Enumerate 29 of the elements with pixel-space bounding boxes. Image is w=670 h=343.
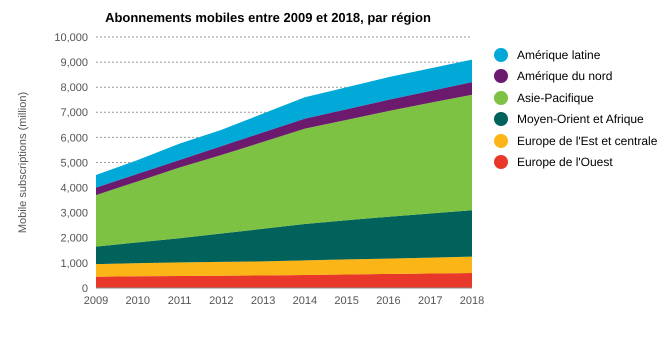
x-tick-label: 2013 [250,294,276,307]
x-tick-label: 2012 [209,294,234,307]
y-tick-label: 2,000 [60,232,88,245]
y-tick-label: 9,000 [60,57,88,70]
y-tick-label: 4,000 [60,182,88,195]
legend-label: Europe de l'Est et centrale [517,134,658,148]
x-tick-label: 2014 [292,294,318,307]
y-tick-label: 1,000 [60,258,88,270]
x-tick-label: 2009 [84,294,108,307]
legend-label: Amérique latine [517,48,600,62]
y-tick-label: 8,000 [60,82,88,94]
y-tick-label: 3,000 [60,208,88,220]
y-tick-label: 6,000 [60,132,88,144]
y-tick-label: 5,000 [60,157,88,170]
y-tick-label: 0 [82,282,88,295]
x-tick-label: 2018 [460,294,484,307]
y-tick-label: 7,000 [60,107,88,120]
legend-label: Europe de l'Ouest [517,155,613,170]
chart-title: Abonnements mobiles entre 2009 et 2018, par région [104,10,432,25]
legend-label: Amérique du nord [517,69,612,84]
x-tick-label: 2017 [418,294,442,307]
legend-label: Moyen-Orient et Afrique [517,112,644,126]
x-tick-label: 2011 [168,294,192,307]
x-tick-label: 2015 [334,294,359,307]
y-axis-title: Mobile subscriptions (million) [16,92,29,234]
y-tick-label: 10,000 [54,32,88,44]
x-tick-label: 2010 [126,294,150,307]
legend-label: Asie-Pacifique [517,90,594,105]
x-tick-label: 2016 [376,294,401,307]
